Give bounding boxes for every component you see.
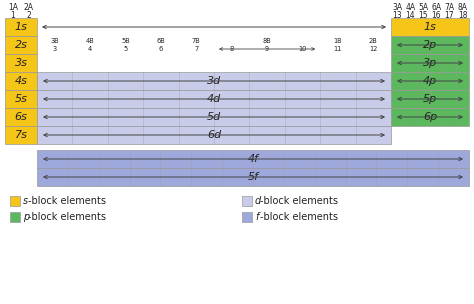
Text: 1s: 1s <box>424 22 437 32</box>
Text: 4s: 4s <box>15 76 27 86</box>
Text: 4: 4 <box>88 46 92 52</box>
Text: 6: 6 <box>159 46 163 52</box>
Text: 3p: 3p <box>423 58 437 68</box>
Text: 4A: 4A <box>405 4 416 12</box>
Text: 5: 5 <box>123 46 128 52</box>
Text: 5A: 5A <box>419 4 428 12</box>
Text: d: d <box>255 196 261 206</box>
Text: 4f: 4f <box>247 154 258 164</box>
Text: -block elements: -block elements <box>261 212 338 222</box>
Text: 8: 8 <box>229 46 234 52</box>
Text: 2B: 2B <box>369 38 378 44</box>
Text: 8A: 8A <box>457 4 467 12</box>
Text: 3d: 3d <box>207 76 221 86</box>
Bar <box>391 18 469 36</box>
Text: f: f <box>255 212 258 222</box>
Text: 18: 18 <box>458 12 467 20</box>
Text: 11: 11 <box>334 46 342 52</box>
Bar <box>5 126 37 144</box>
Text: p: p <box>23 212 29 222</box>
Bar <box>5 18 37 36</box>
Text: 6s: 6s <box>15 112 27 122</box>
Text: 17: 17 <box>445 12 454 20</box>
Bar <box>37 90 391 108</box>
Bar <box>391 90 469 108</box>
Text: 15: 15 <box>419 12 428 20</box>
Text: 7B: 7B <box>192 38 201 44</box>
Text: 10: 10 <box>298 46 307 52</box>
Text: 7: 7 <box>194 46 199 52</box>
Text: 1B: 1B <box>334 38 342 44</box>
Text: 9: 9 <box>265 46 269 52</box>
Bar <box>391 72 469 90</box>
Text: 8B: 8B <box>263 38 272 44</box>
Bar <box>37 168 469 186</box>
Text: 5f: 5f <box>247 172 258 182</box>
Bar <box>37 150 469 168</box>
Text: 2A: 2A <box>24 4 34 12</box>
Bar <box>5 36 37 54</box>
Text: 5s: 5s <box>15 94 27 104</box>
Text: 3B: 3B <box>50 38 59 44</box>
Text: 12: 12 <box>369 46 377 52</box>
Bar <box>37 72 391 90</box>
Text: 3: 3 <box>53 46 57 52</box>
Text: 1s: 1s <box>15 22 27 32</box>
Text: 13: 13 <box>392 12 402 20</box>
Bar <box>391 108 469 126</box>
Text: -block elements: -block elements <box>28 196 107 206</box>
Text: 3A: 3A <box>392 4 402 12</box>
Bar <box>5 90 37 108</box>
Bar <box>242 196 252 206</box>
Text: 6A: 6A <box>431 4 442 12</box>
Bar <box>391 36 469 54</box>
Bar <box>37 126 391 144</box>
Bar <box>5 54 37 72</box>
Bar <box>5 72 37 90</box>
Text: 6B: 6B <box>156 38 165 44</box>
Text: 3s: 3s <box>15 58 27 68</box>
Text: 7A: 7A <box>445 4 455 12</box>
Text: 6d: 6d <box>207 130 221 140</box>
Text: -block elements: -block elements <box>261 196 338 206</box>
Text: 2s: 2s <box>15 40 27 50</box>
Text: 1A: 1A <box>8 4 18 12</box>
Bar <box>5 108 37 126</box>
Bar <box>37 108 391 126</box>
Text: 7s: 7s <box>15 130 27 140</box>
Text: 6p: 6p <box>423 112 437 122</box>
Text: 2: 2 <box>27 12 31 20</box>
Bar <box>10 196 20 206</box>
Text: 2p: 2p <box>423 40 437 50</box>
Text: s: s <box>23 196 28 206</box>
Bar <box>10 212 20 222</box>
Text: 5p: 5p <box>423 94 437 104</box>
Text: 4B: 4B <box>86 38 94 44</box>
Bar <box>391 54 469 72</box>
Text: 5B: 5B <box>121 38 130 44</box>
Text: 5d: 5d <box>207 112 221 122</box>
Text: 4d: 4d <box>207 94 221 104</box>
Bar <box>242 212 252 222</box>
Text: 1: 1 <box>10 12 15 20</box>
Text: -block elements: -block elements <box>28 212 107 222</box>
Text: 4p: 4p <box>423 76 437 86</box>
Text: 14: 14 <box>406 12 415 20</box>
Text: 16: 16 <box>432 12 441 20</box>
